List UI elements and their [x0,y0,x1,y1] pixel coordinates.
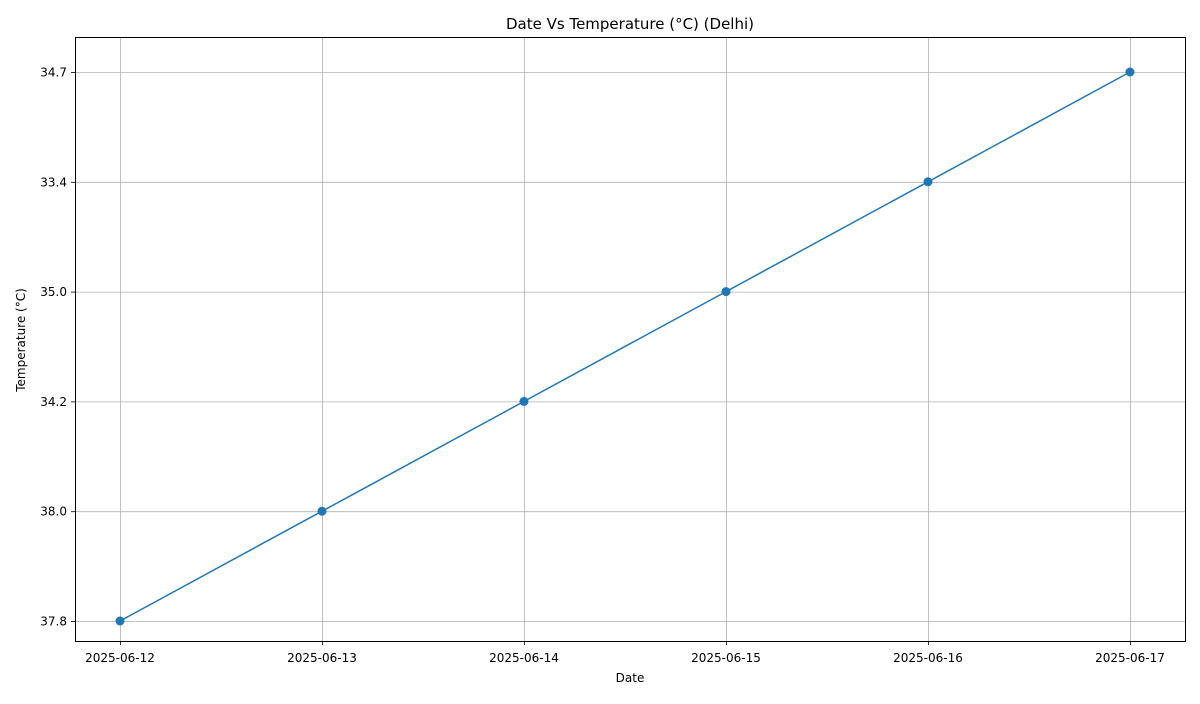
x-axis-label: Date [616,671,645,685]
data-point-marker [923,177,933,187]
data-point-marker [1125,67,1135,77]
series-layer [115,67,1135,626]
data-point-marker [317,506,327,516]
y-tick-label: 33.4 [40,175,67,189]
x-tick-label: 2025-06-12 [85,651,155,665]
data-point-marker [721,287,731,297]
x-tick-label: 2025-06-13 [287,651,357,665]
y-axis-label: Temperature (°C) [14,288,28,393]
axis-ticks: 2025-06-12 2025-06-13 2025-06-14 2025-06-15… [40,66,1165,666]
y-tick-label: 34.7 [40,66,67,80]
x-tick-label: 2025-06-16 [893,651,963,665]
x-tick-label: 2025-06-15 [691,651,761,665]
grid-lines [75,37,1185,641]
y-tick-label: 34.2 [40,395,67,409]
data-point-marker [519,396,529,406]
data-point-marker [115,616,125,626]
y-tick-label: 38.0 [40,505,67,519]
chart-title: Date Vs Temperature (°C) (Delhi) [506,15,754,33]
x-tick-label: 2025-06-14 [489,651,559,665]
y-tick-label: 35.0 [40,285,67,299]
y-tick-label: 37.8 [40,615,67,629]
temperature-series-line [119,71,1131,622]
x-tick-label: 2025-06-17 [1095,651,1165,665]
plot-area-frame [75,37,1186,642]
